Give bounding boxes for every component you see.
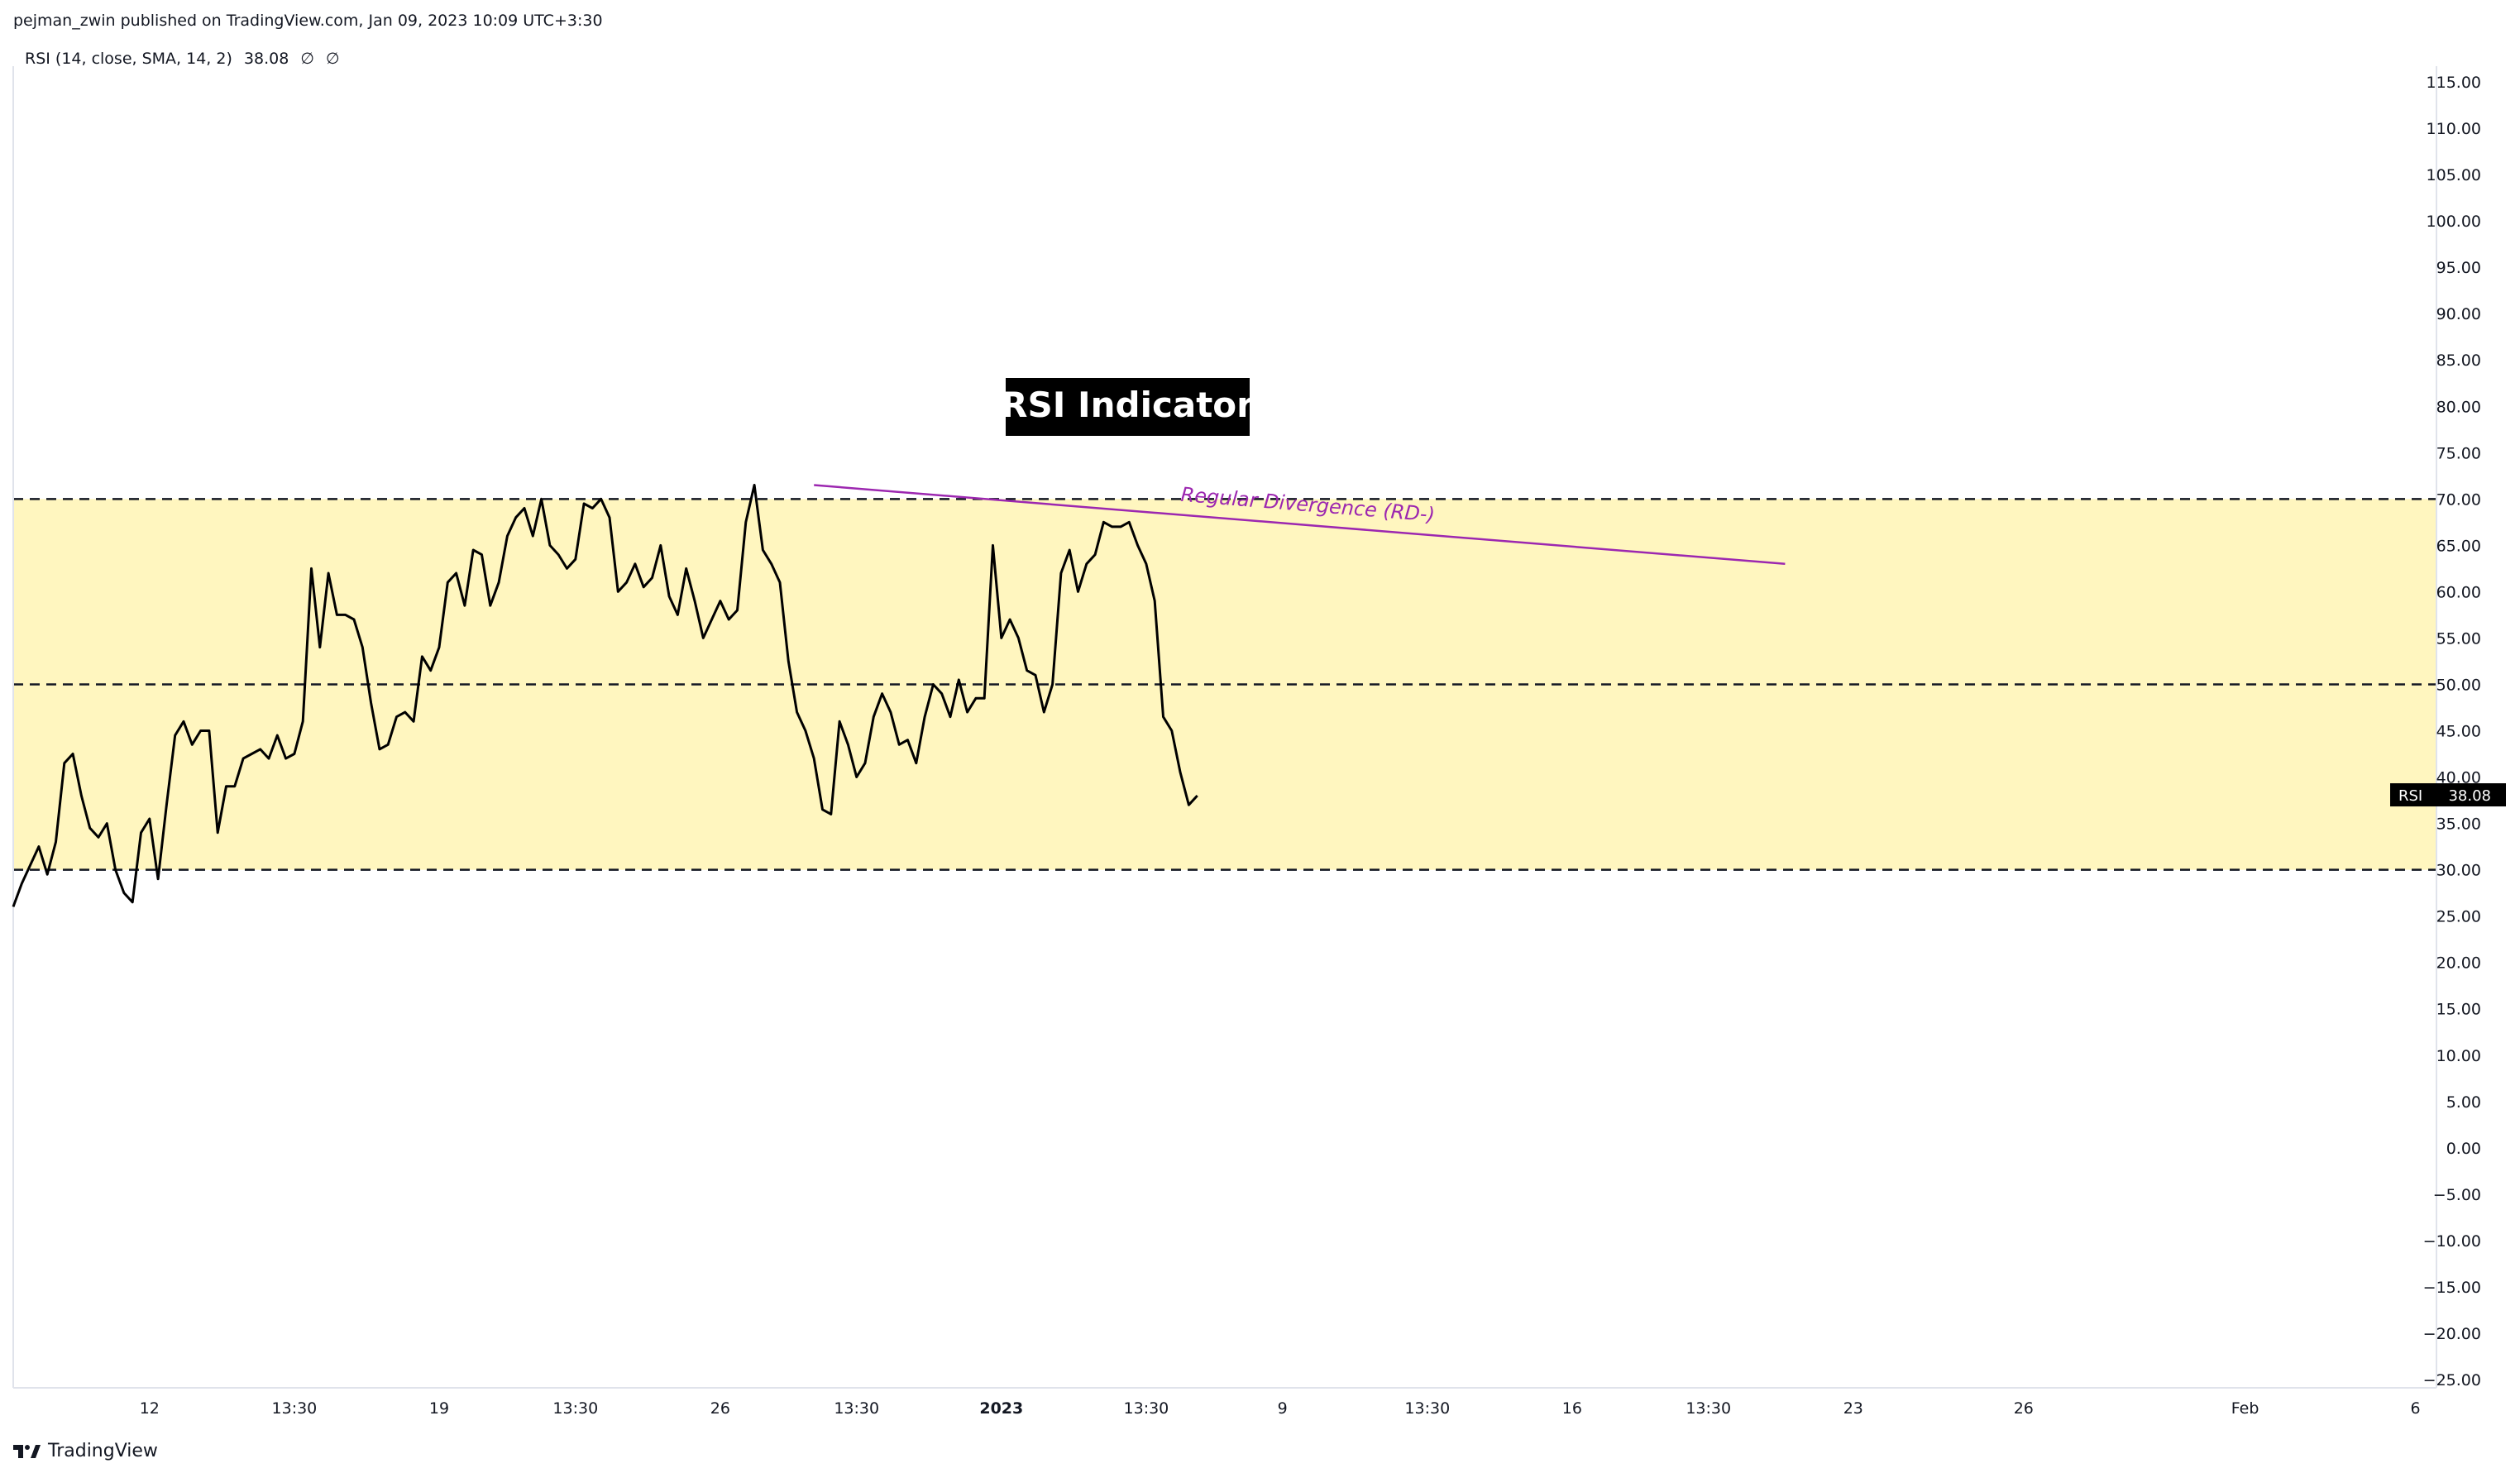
- x-tick-label: 13:30: [834, 1399, 879, 1418]
- y-tick-label: 70.00: [2436, 490, 2481, 509]
- x-tick-label: 13:30: [1404, 1399, 1450, 1418]
- divergence-trendline[interactable]: [814, 484, 1786, 566]
- rsi-price-tag: RSI 38.08: [2390, 783, 2506, 807]
- y-tick-label: 10.00: [2436, 1047, 2481, 1065]
- y-tick-label: 95.00: [2436, 259, 2481, 277]
- y-tick-label: −10.00: [2423, 1232, 2481, 1251]
- y-tick-label: 75.00: [2436, 444, 2481, 462]
- y-tick-label: 5.00: [2446, 1093, 2481, 1112]
- rsi-series-line[interactable]: [12, 484, 1198, 907]
- rsi-price-tag-label: RSI: [2398, 787, 2422, 805]
- y-tick-label: 40.00: [2436, 769, 2481, 787]
- tradingview-brand-text: TradingView: [48, 1441, 158, 1461]
- y-tick-label: 60.00: [2436, 583, 2481, 601]
- y-tick-label: 90.00: [2436, 305, 2481, 323]
- y-tick-label: 100.00: [2427, 213, 2481, 231]
- y-tick-label: 50.00: [2436, 676, 2481, 694]
- y-tick-label: 105.00: [2427, 166, 2481, 184]
- tradingview-logo-icon: [13, 1444, 41, 1458]
- y-tick-label: −5.00: [2433, 1186, 2481, 1204]
- y-tick-label: 115.00: [2427, 74, 2481, 92]
- y-tick-label: 80.00: [2436, 398, 2481, 416]
- indicator-legend[interactable]: RSI (14, close, SMA, 14, 2) 38.08 ∅ ∅: [25, 50, 347, 68]
- y-tick-label: 55.00: [2436, 629, 2481, 648]
- indicator-name: RSI (14, close, SMA, 14, 2): [25, 50, 232, 68]
- y-tick-label: 35.00: [2436, 815, 2481, 834]
- x-tick-label: 9: [1278, 1399, 1288, 1418]
- level-lines: [13, 498, 2436, 871]
- y-tick-label: 110.00: [2427, 120, 2481, 138]
- title-annotation[interactable]: RSI Indicator: [1001, 378, 1254, 436]
- rsi-price-tag-value: 38.08: [2448, 787, 2491, 805]
- x-tick-label: 13:30: [1686, 1399, 1731, 1418]
- y-tick-label: 0.00: [2446, 1140, 2481, 1158]
- title-annotation-box: [1006, 378, 1250, 436]
- y-axis[interactable]: 115.00 110.00 105.00 100.00 95.00 90.00 85.00 8…: [2423, 74, 2481, 1389]
- x-tick-label: 13:30: [272, 1399, 318, 1418]
- x-tick-label: 23: [1843, 1399, 1863, 1418]
- x-tick-label: 13:30: [1124, 1399, 1169, 1418]
- x-tick-label: 6: [2411, 1399, 2421, 1418]
- x-tick-label: 16: [1562, 1399, 1582, 1418]
- y-tick-label: −15.00: [2423, 1279, 2481, 1297]
- x-axis[interactable]: 12 13:30 19 13:30 26 13:30 2023 13:30 9 13:30 16 13…: [140, 1399, 2421, 1418]
- y-tick-label: 20.00: [2436, 954, 2481, 973]
- y-tick-label: 65.00: [2436, 537, 2481, 555]
- x-tick-label: 26: [2014, 1399, 2034, 1418]
- x-tick-label: 26: [710, 1399, 730, 1418]
- x-tick-label: 12: [140, 1399, 160, 1418]
- indicator-value: 38.08: [243, 50, 289, 68]
- y-tick-label: −20.00: [2423, 1325, 2481, 1343]
- title-annotation-text: RSI Indicator: [1001, 385, 1254, 425]
- indicator-extra-2: ∅: [326, 50, 340, 68]
- x-tick-label: Feb: [2231, 1399, 2259, 1418]
- x-tick-label: 13:30: [552, 1399, 598, 1418]
- indicator-extra-1: ∅: [300, 50, 314, 68]
- y-tick-label: 45.00: [2436, 723, 2481, 741]
- x-tick-label: 2023: [979, 1399, 1023, 1418]
- tradingview-brand[interactable]: TradingView: [13, 1441, 158, 1461]
- y-tick-label: 25.00: [2436, 908, 2481, 926]
- y-tick-label: 15.00: [2436, 1001, 2481, 1019]
- y-tick-label: 30.00: [2436, 862, 2481, 880]
- y-tick-label: −25.00: [2423, 1371, 2481, 1389]
- publish-info: pejman_zwin published on TradingView.com…: [13, 12, 603, 30]
- y-tick-label: 85.00: [2436, 352, 2481, 370]
- x-tick-label: 19: [429, 1399, 449, 1418]
- rsi-price-tag-bg: [2390, 783, 2506, 807]
